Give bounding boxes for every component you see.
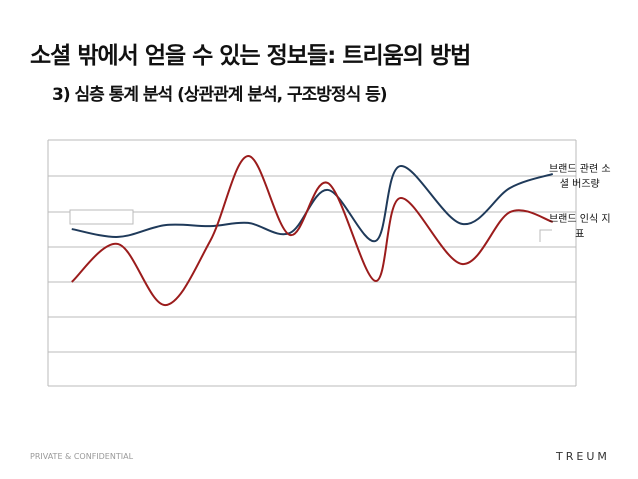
decor-bracket bbox=[539, 229, 552, 242]
series-line bbox=[71, 154, 554, 307]
series-line bbox=[71, 165, 554, 243]
grid bbox=[47, 139, 577, 387]
slide-subtitle: 3) 심층 통계 분석 (상관관계 분석, 구조방정식 등) bbox=[52, 85, 388, 105]
legend-label: 브랜드 관련 소셜 버즈량 bbox=[548, 163, 611, 190]
footer: PRIVATE & CONFIDENTIAL bbox=[30, 452, 134, 461]
legend-label: 브랜드 인식 지표 bbox=[548, 213, 611, 240]
slide-title: 소셜 밖에서 얻을 수 있는 정보들: 트리움의 방법 bbox=[30, 43, 471, 69]
logo: TREUM bbox=[556, 450, 610, 463]
decor-box bbox=[69, 209, 134, 225]
